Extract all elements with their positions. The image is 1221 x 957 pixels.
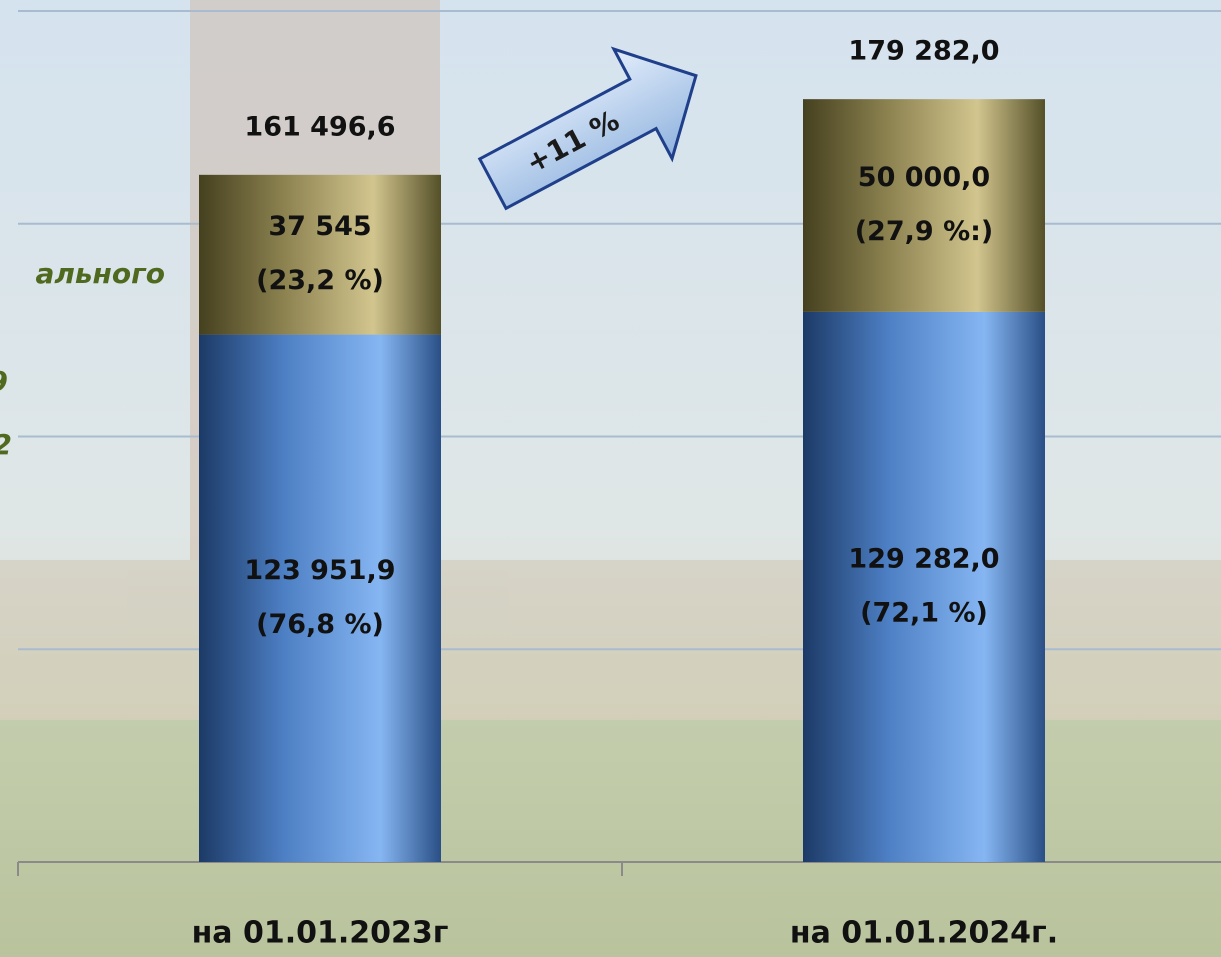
total-label: 161 496,6: [244, 111, 395, 142]
bar-segment: [199, 174, 441, 335]
x-tick-label: на 01.01.2023г: [192, 916, 449, 951]
total-label: 179 282,0: [848, 36, 999, 67]
x-tick-label: на 01.01.2024г.: [790, 916, 1058, 951]
value-label: 123 951,9: [244, 555, 395, 586]
value-label: (27,9 %:): [855, 216, 994, 247]
bar-segment: [199, 334, 441, 862]
value-label: 37 545: [268, 211, 371, 242]
bar-segment: [803, 311, 1045, 862]
cropped-legend-text: ального: [35, 257, 165, 290]
arrow-shape: [477, 46, 698, 211]
value-label: 50 000,0: [858, 162, 990, 193]
cropped-legend-text: 9: [0, 365, 8, 398]
bar-segment: [803, 99, 1045, 312]
value-label: (23,2 %): [256, 265, 384, 296]
cropped-legend-text: 2: [0, 428, 12, 461]
value-label: 129 282,0: [848, 543, 999, 574]
value-label: (72,1 %): [860, 597, 988, 628]
value-label: (76,8 %): [256, 609, 384, 640]
